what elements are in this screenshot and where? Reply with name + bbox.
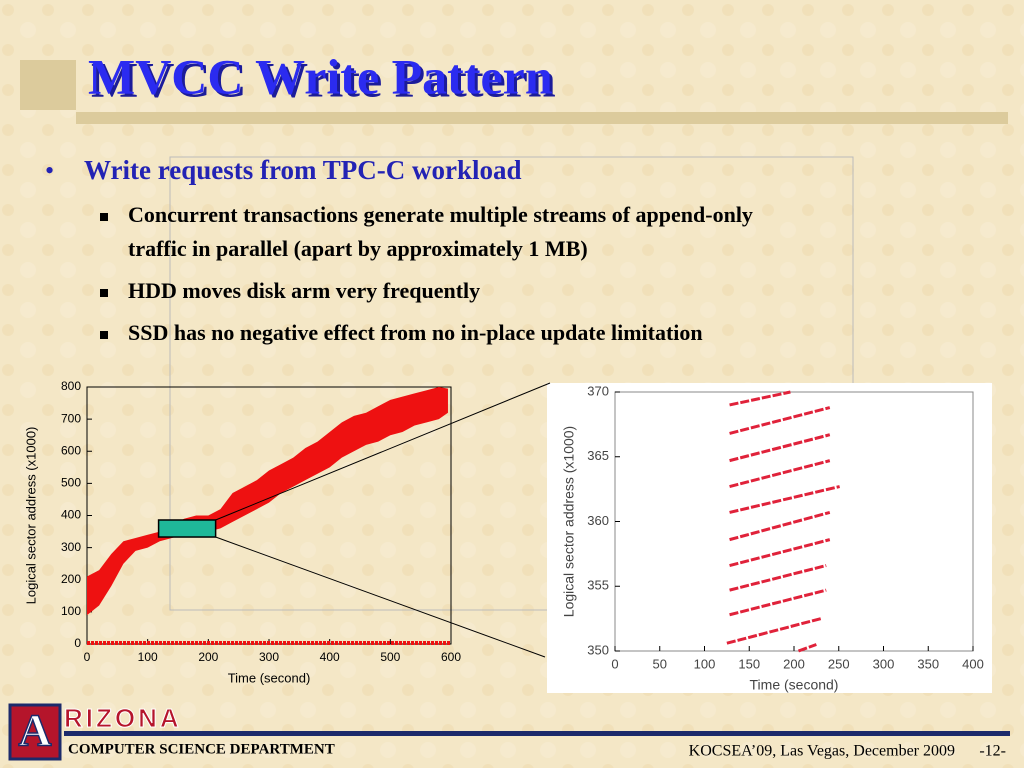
x-tick-label: 400 (962, 656, 984, 671)
y-tick-label: 800 (61, 379, 81, 393)
x-tick-label: 150 (738, 656, 760, 671)
sub-bullet-text: HDD moves disk arm very frequently (128, 278, 480, 303)
charts: 0 100 200 300 400 500 600010020030040050060070… (23, 379, 983, 693)
sub-bullet-text: SSD has no negative effect from no in-pl… (128, 320, 703, 345)
y-tick-label: 355 (587, 578, 609, 593)
sub-bullet-text: Concurrent transactions generate multipl… (128, 202, 753, 227)
logo-box (8, 703, 62, 761)
department: COMPUTER SCIENCE DEPARTMENT (68, 741, 335, 757)
sub-bullet-square (100, 213, 108, 221)
logo-word: RIZONA (64, 703, 182, 733)
write-stream (729, 538, 831, 567)
y-tick-label: 700 (61, 411, 81, 425)
bullet: Write requests from TPC-C workload (84, 155, 521, 185)
y-tick-label: 350 (587, 642, 609, 657)
write-stream (729, 485, 840, 514)
title-square (20, 60, 76, 110)
logo-letter: A (18, 705, 51, 756)
y-tick-label: 200 (61, 572, 81, 586)
venue: KOCSEA’09, Las Vegas, December 2009 (689, 743, 955, 760)
x-tick-label: 200 (198, 650, 218, 664)
y-tick-label: 600 (61, 443, 81, 457)
page-number: -12- (979, 743, 1006, 760)
x-tick-label: 200 (783, 656, 805, 671)
x-axis-label: Time (second) (750, 677, 839, 693)
x-tick-label: 100 (694, 656, 716, 671)
write-stream (797, 643, 817, 653)
write-stream (729, 564, 827, 592)
x-tick-label: 300 (873, 656, 895, 671)
x-tick-label: 100 (138, 650, 158, 664)
write-stream (729, 406, 831, 435)
x-tick-label: 50 (653, 656, 667, 671)
x-tick-label: 500 (380, 650, 400, 664)
x-tick-label: 300 (259, 650, 279, 664)
sub-bullet-square (100, 331, 108, 339)
address-band (87, 387, 448, 616)
write-stream (729, 588, 827, 617)
y-tick-label: 100 (61, 604, 81, 618)
footer-rule (64, 731, 1010, 736)
sub-bullet-square (100, 289, 108, 297)
x-tick-label: 0 (611, 656, 618, 671)
zoom-connector (215, 382, 551, 521)
y-tick-label: 400 (61, 508, 81, 522)
write-stream (729, 459, 831, 488)
bullet-dot: • (45, 156, 54, 185)
y-axis-label: Logical sector address (x1000) (561, 426, 577, 617)
zoom-highlight (157, 519, 217, 538)
y-tick-label: 300 (61, 540, 81, 554)
y-tick-label: 360 (587, 513, 609, 528)
write-stream (726, 617, 822, 645)
x-tick-label: 0 (84, 650, 91, 664)
x-axis-label: Time (second) (228, 670, 311, 685)
x-tick-label: 350 (917, 656, 939, 671)
title-shadow: MVCC Write Pattern (91, 51, 556, 107)
write-stream (729, 433, 831, 463)
y-tick-label: 365 (587, 448, 609, 463)
y-axis-label: Logical sector address (x1000) (23, 427, 38, 605)
x-tick-label: 400 (320, 650, 340, 664)
write-stream (729, 510, 831, 542)
y-tick-label: 370 (587, 383, 609, 398)
title: MVCC Write Pattern (88, 48, 553, 104)
y-tick-label: 500 (61, 476, 81, 490)
y-tick-label: 0 (74, 636, 81, 650)
sub-bullet-text: traffic in parallel (apart by approximat… (128, 236, 588, 261)
write-stream (729, 390, 791, 407)
title-rule (76, 112, 1008, 124)
x-tick-label: 250 (828, 656, 850, 671)
x-tick-label: 600 (441, 650, 461, 664)
sub-bullets: Concurrent transactions generate multipl… (100, 202, 753, 345)
zoom-connector (215, 536, 546, 658)
